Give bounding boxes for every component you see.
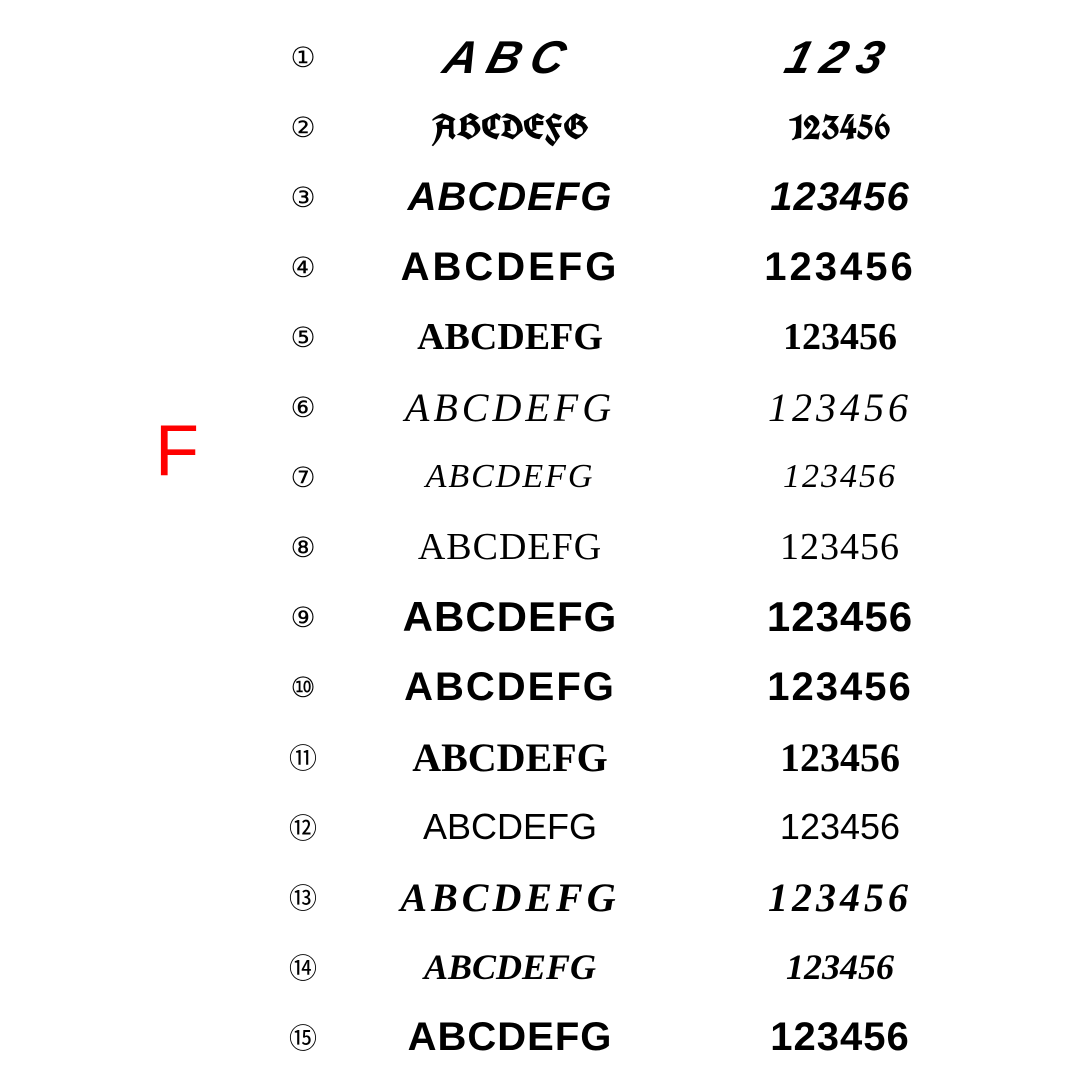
sample-digits: 123456: [690, 665, 990, 710]
font-row-12: ⑫ ABCDEFG 123456: [276, 792, 1016, 862]
font-row-13: ⑬ ABCDEFG 123456: [276, 862, 1016, 932]
row-number: ⑫: [276, 807, 330, 847]
sample-letters: ABCDEFG: [330, 946, 690, 988]
sample-digits: 123456: [690, 946, 990, 988]
row-number: ⑥: [276, 391, 330, 424]
sample-letters: ABCDEFG: [330, 315, 690, 359]
font-row-1: ① ABC 123: [276, 22, 1016, 92]
font-row-6: ⑥ ABCDEFG 123456: [276, 372, 1016, 442]
font-sample-list: ① ABC 123 ② ABCDEFG 123456 ③ ABCDEFG 123…: [276, 22, 1016, 1072]
sample-digits: 123: [683, 30, 997, 84]
row-number: ⑭: [276, 947, 330, 987]
row-number: ⑧: [276, 531, 330, 564]
sample-letters: ABCDEFG: [330, 1015, 690, 1060]
font-row-4: ④ ABCDEFG 123456: [276, 232, 1016, 302]
sample-digits: 123456: [690, 175, 990, 220]
font-row-11: ⑪ ABCDEFG 123456: [276, 722, 1016, 792]
sample-digits: 123456: [690, 1015, 990, 1060]
font-row-7: ⑦ ABCDEFG 123456: [276, 442, 1016, 512]
sample-letters: ABCDEFG: [330, 665, 690, 710]
sample-digits: 123456: [690, 384, 990, 431]
sample-letters: ABCDEFG: [330, 104, 690, 151]
row-number: ①: [276, 41, 330, 74]
sample-letters: ABC: [323, 30, 697, 84]
sample-letters: ABCDEFG: [330, 806, 690, 848]
row-number: ⑮: [276, 1017, 330, 1057]
font-row-9: ⑨ ABCDEFG 123456: [276, 582, 1016, 652]
sample-digits: 123456: [690, 458, 990, 496]
font-row-8: ⑧ ABCDEFG 123456: [276, 512, 1016, 582]
sample-letters: ABCDEFG: [330, 525, 690, 569]
sample-letters: ABCDEFG: [330, 175, 690, 220]
row-number: ⑪: [276, 737, 330, 777]
sample-letters: ABCDEFG: [330, 245, 690, 290]
row-number: ⑩: [276, 671, 330, 704]
row-number: ②: [276, 111, 330, 144]
sample-letters: ABCDEFG: [330, 874, 690, 921]
row-number: ⑤: [276, 321, 330, 354]
sample-letters: ABCDEFG: [330, 384, 690, 431]
font-row-15: ⑮ ABCDEFG 123456: [276, 1002, 1016, 1072]
row-number: ③: [276, 181, 330, 214]
sample-letters: ABCDEFG: [330, 458, 690, 496]
font-row-3: ③ ABCDEFG 123456: [276, 162, 1016, 232]
font-row-14: ⑭ ABCDEFG 123456: [276, 932, 1016, 1002]
sample-digits: 123456: [690, 874, 990, 921]
sample-letters: ABCDEFG: [330, 734, 690, 781]
sample-digits: 123456: [690, 593, 990, 641]
row-number: ⑬: [276, 877, 330, 917]
row-number: ④: [276, 251, 330, 284]
section-label: F: [155, 410, 199, 492]
font-row-5: ⑤ ABCDEFG 123456: [276, 302, 1016, 372]
sample-letters: ABCDEFG: [330, 593, 690, 641]
sample-digits: 123456: [690, 525, 990, 569]
sample-digits: 123456: [690, 806, 990, 848]
row-number: ⑦: [276, 461, 330, 494]
font-row-2: ② ABCDEFG 123456: [276, 92, 1016, 162]
sample-digits: 123456: [690, 734, 990, 781]
sample-digits: 123456: [690, 104, 990, 151]
sample-digits: 123456: [690, 245, 990, 290]
sample-digits: 123456: [690, 315, 990, 359]
font-row-10: ⑩ ABCDEFG 123456: [276, 652, 1016, 722]
row-number: ⑨: [276, 601, 330, 634]
